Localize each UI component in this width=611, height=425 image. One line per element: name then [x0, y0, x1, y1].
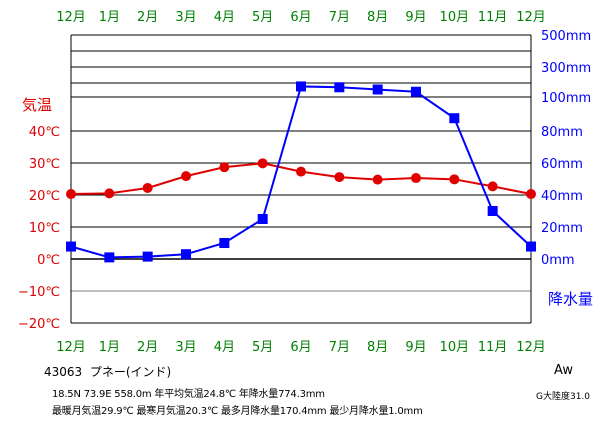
temp-tick-label: 0℃ — [37, 253, 60, 268]
month-label-top: 7月 — [329, 10, 350, 25]
precipitation-point — [526, 241, 536, 252]
temp-tick-label: −10℃ — [18, 285, 60, 300]
precip-tick-label: 20mm — [541, 221, 583, 236]
temp-tick-label: 30℃ — [29, 157, 60, 172]
temp-tick-label: 20℃ — [29, 189, 60, 204]
temperature-point — [181, 171, 191, 182]
precip-tick-label: 0mm — [541, 253, 575, 268]
month-label-top: 12月 — [56, 10, 86, 25]
month-label-top: 6月 — [290, 10, 311, 25]
temperature-point — [411, 173, 421, 184]
precip-axis-title: 降水量 — [548, 290, 593, 308]
continentality-index: G大陸度31.0 — [536, 392, 591, 402]
month-label-top: 12月 — [516, 10, 546, 25]
precipitation-point — [257, 214, 268, 224]
precipitation-point — [372, 84, 383, 95]
month-label-bottom: 4月 — [214, 340, 235, 355]
temperature-point — [372, 174, 383, 185]
month-label-bottom: 8月 — [367, 340, 388, 355]
extreme-stats: 最暖月気温29.9℃ 最寒月気温20.3℃ 最多月降水量170.4mm 最少月降… — [52, 406, 423, 417]
month-label-bottom: 9月 — [405, 340, 426, 355]
precipitation-point — [104, 252, 115, 263]
month-label-top: 2月 — [137, 10, 158, 25]
month-label-top: 3月 — [175, 10, 196, 25]
precip-tick-label: 100mm — [541, 91, 591, 106]
series — [66, 81, 536, 263]
precip-tick-label: 500mm — [541, 29, 591, 44]
month-label-top: 4月 — [214, 10, 235, 25]
month-label-top: 5月 — [252, 10, 273, 25]
month-label-top: 1月 — [99, 10, 120, 25]
temperature-point — [257, 158, 268, 169]
temperature-point — [104, 188, 115, 199]
station-name: プネー(インド) — [89, 365, 172, 379]
axis-labels: 12月 12月 1月 1月 2月 2月 3月 3月 4月 4月 5月 5月 6月 6月 7月 7月 8月 8月 9月… — [18, 10, 593, 355]
temp-axis-title: 気温 — [22, 96, 52, 114]
month-label-bottom: 3月 — [175, 340, 196, 355]
month-label-bottom: 10月 — [440, 340, 470, 355]
temperature-point — [526, 189, 536, 200]
precip-tick-label: 60mm — [541, 157, 583, 172]
precipitation-point — [66, 241, 76, 252]
climate-classification: Aw — [554, 363, 573, 378]
precipitation-point — [334, 82, 345, 93]
month-label-top: 10月 — [440, 10, 470, 25]
month-label-bottom: 11月 — [478, 340, 508, 355]
month-label-top: 11月 — [478, 10, 508, 25]
month-label-bottom: 7月 — [329, 340, 350, 355]
temp-tick-label: −20℃ — [18, 317, 60, 332]
month-label-top: 9月 — [405, 10, 426, 25]
temperature-point — [219, 162, 230, 173]
precipitation-point — [411, 86, 421, 97]
precip-tick-label: 40mm — [541, 189, 583, 204]
temperature-point — [487, 181, 498, 192]
precipitation-point — [487, 206, 498, 216]
month-label-bottom: 12月 — [56, 340, 86, 355]
precip-tick-label: 80mm — [541, 125, 583, 140]
temperature-point — [334, 172, 345, 183]
temperature-point — [449, 174, 460, 185]
month-label-bottom: 2月 — [137, 340, 158, 355]
precipitation-point — [142, 251, 153, 262]
station-code: 43063 — [44, 365, 83, 379]
temp-tick-label: 10℃ — [29, 221, 60, 236]
station-info: 43063 プネー(インド) — [44, 363, 171, 380]
month-label-bottom: 5月 — [252, 340, 273, 355]
month-label-bottom: 1月 — [99, 340, 120, 355]
temp-tick-label: 40℃ — [29, 125, 60, 140]
temperature-point — [296, 166, 306, 177]
temperature-point — [142, 182, 153, 193]
precipitation-point — [449, 113, 460, 124]
grid-lines — [70, 34, 532, 324]
precipitation-point — [181, 249, 191, 260]
precipitation-point — [296, 81, 306, 92]
location-stats: 18.5N 73.9E 558.0m 年平均気温24.8℃ 年降水量774.3m… — [52, 389, 325, 400]
month-label-bottom: 6月 — [290, 340, 311, 355]
month-label-bottom: 12月 — [516, 340, 546, 355]
month-label-top: 8月 — [367, 10, 388, 25]
temperature-point — [66, 189, 76, 200]
precipitation-point — [219, 238, 230, 248]
precip-tick-label: 300mm — [541, 61, 591, 76]
